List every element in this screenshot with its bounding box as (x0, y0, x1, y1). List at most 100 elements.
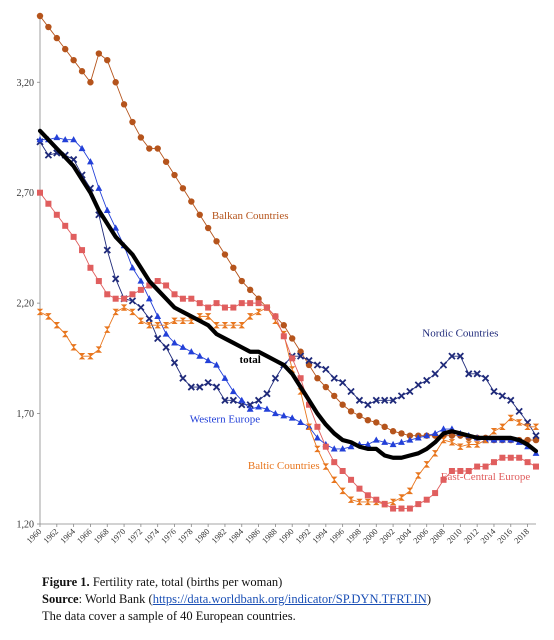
data-point-nordic-countries (128, 297, 137, 305)
data-point-balkan-countries (104, 56, 111, 64)
x-tick-label: 2002 (377, 526, 396, 545)
data-point-nordic-countries (481, 374, 490, 382)
data-point-nordic-countries (330, 374, 338, 382)
data-point-western-europe (238, 396, 246, 403)
data-point-east-central-europe (331, 459, 338, 466)
data-point-nordic-countries (179, 374, 187, 382)
x-tick-label: 1984 (226, 526, 246, 546)
data-point-east-central-europe (390, 505, 397, 512)
data-point-balkan-countries (364, 416, 372, 424)
source-prefix: : World Bank ( (78, 592, 153, 606)
source-link[interactable]: https://data.worldbank.org/indicator/SP.… (152, 592, 427, 606)
data-point-east-central-europe (348, 476, 355, 483)
data-point-east-central-europe (79, 247, 86, 254)
data-point-western-europe (53, 133, 61, 141)
data-point-east-central-europe (137, 286, 144, 293)
data-point-western-europe (196, 352, 204, 359)
data-point-east-central-europe (280, 333, 287, 340)
data-point-nordic-countries (137, 303, 145, 312)
data-point-balkan-countries (188, 198, 195, 205)
data-point-baltic-countries (112, 308, 119, 316)
data-point-baltic-countries (45, 313, 52, 320)
data-point-balkan-countries (322, 383, 330, 391)
data-point-nordic-countries (490, 387, 498, 396)
series-labels: Balkan Countries Nordic Countries total Wes… (190, 210, 531, 483)
data-point-western-europe (137, 277, 145, 284)
x-tick-label: 2016 (495, 526, 514, 545)
data-point-nordic-countries (162, 343, 170, 351)
data-point-baltic-countries (238, 322, 245, 329)
data-point-balkan-countries (120, 101, 128, 108)
data-point-balkan-countries (221, 251, 229, 258)
data-point-western-europe (95, 184, 103, 191)
data-point-nordic-countries (112, 275, 120, 283)
data-point-balkan-countries (331, 392, 338, 400)
data-point-western-europe (255, 403, 262, 410)
data-point-western-europe (414, 434, 422, 441)
data-point-nordic-countries (221, 396, 229, 404)
label-total: total (239, 354, 260, 366)
y-tick-label: 2,70 (17, 188, 35, 199)
data-point-east-central-europe (263, 304, 270, 311)
data-point-nordic-countries (347, 387, 355, 396)
data-point-balkan-countries (314, 375, 321, 382)
data-point-east-central-europe (146, 282, 153, 289)
data-point-western-europe (154, 312, 162, 319)
data-point-east-central-europe (507, 454, 514, 461)
data-point-balkan-countries (129, 118, 136, 126)
caption-title-line: Figure 1. Fertility rate, total (births … (42, 574, 542, 591)
data-point-east-central-europe (230, 304, 237, 311)
data-point-nordic-countries (532, 432, 540, 440)
fertility-rate-chart: 1,201,702,202,703,2019601962196419661968… (17, 12, 540, 546)
x-tick-label: 2012 (461, 526, 480, 545)
data-point-nordic-countries (187, 383, 195, 391)
data-point-baltic-countries (230, 322, 237, 329)
data-point-nordic-countries (431, 370, 439, 378)
data-point-western-europe (389, 440, 397, 448)
data-point-balkan-countries (238, 277, 245, 285)
data-point-western-europe (398, 438, 405, 445)
data-point-western-europe (314, 434, 321, 441)
data-point-baltic-countries (532, 423, 540, 431)
data-point-baltic-countries (339, 487, 346, 495)
data-point-nordic-countries (196, 383, 204, 391)
data-point-nordic-countries (170, 359, 179, 367)
data-point-baltic-countries (322, 463, 330, 470)
data-point-balkan-countries (112, 79, 119, 86)
x-tick-label: 1968 (92, 526, 111, 545)
data-point-east-central-europe (398, 505, 405, 512)
series-line-total (37, 128, 539, 460)
data-point-western-europe (145, 295, 153, 302)
data-point-east-central-europe (448, 467, 455, 474)
figure-label: Figure 1. (42, 575, 90, 589)
data-point-baltic-countries (78, 352, 86, 360)
series-nordic-countries (36, 138, 540, 440)
data-point-balkan-countries (196, 211, 203, 218)
data-point-east-central-europe (272, 313, 279, 320)
data-point-balkan-countries (137, 134, 145, 141)
data-point-balkan-countries (204, 224, 212, 232)
data-point-east-central-europe (129, 291, 136, 298)
data-point-balkan-countries (347, 408, 355, 415)
data-point-baltic-countries (120, 304, 128, 311)
data-point-east-central-europe (70, 233, 77, 240)
data-point-east-central-europe (163, 282, 170, 289)
data-point-baltic-countries (137, 317, 145, 324)
data-point-baltic-countries (162, 322, 170, 329)
data-point-east-central-europe (440, 476, 447, 483)
data-point-east-central-europe (474, 463, 481, 470)
series-baltic-countries (36, 304, 540, 508)
data-point-baltic-countries (196, 313, 203, 320)
data-point-western-europe (204, 356, 212, 364)
data-point-east-central-europe (490, 459, 497, 466)
data-point-nordic-countries (305, 356, 313, 365)
label-western-europe: Western Europe (190, 413, 260, 425)
data-point-western-europe (179, 343, 187, 350)
data-point-east-central-europe (457, 467, 464, 474)
data-point-western-europe (347, 443, 355, 450)
data-point-western-europe (112, 224, 120, 231)
label-baltic-countries: Baltic Countries (248, 460, 320, 472)
data-point-balkan-countries (246, 286, 254, 294)
data-point-balkan-countries (154, 145, 161, 152)
data-point-nordic-countries (364, 401, 372, 409)
